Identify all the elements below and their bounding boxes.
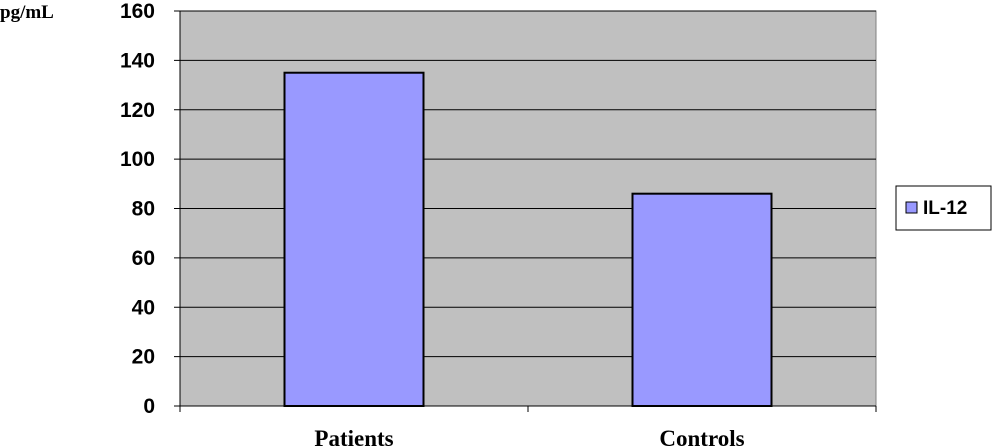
y-tick-label: 20 [132,346,155,369]
y-tick-label: 60 [132,247,155,270]
y-tick-label: 100 [120,148,155,171]
x-axis-categories: Patients Controls [179,406,877,447]
y-tick-label: 140 [120,49,155,72]
bar-patients [283,71,425,407]
y-tick-label: 120 [120,99,155,122]
y-tick-label: 160 [120,0,155,23]
y-axis-ticks: 0 20 40 60 80 100 120 140 160 [120,0,180,418]
y-axis-unit-label: pg/mL [0,2,54,23]
y-tick-label: 80 [132,198,155,221]
legend: IL-12 [895,185,992,231]
bars [283,71,773,407]
bar-controls [631,192,773,407]
x-category-label: Patients [314,426,393,447]
y-tick-label: 0 [143,395,155,418]
x-category-label: Controls [659,426,744,447]
y-tick-label: 40 [132,296,155,319]
legend-swatch-il12 [905,201,918,214]
legend-label-il12: IL-12 [923,198,967,219]
